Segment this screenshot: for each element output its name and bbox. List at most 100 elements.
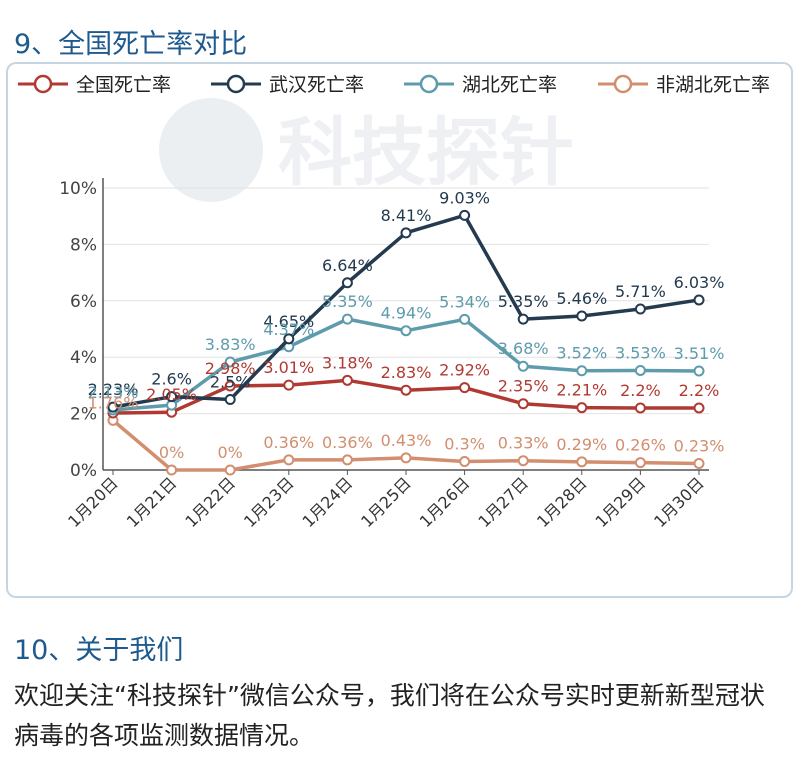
data-point — [400, 325, 412, 337]
about-title: 10、关于我们 — [14, 635, 184, 666]
data-label: 2.98% — [205, 359, 256, 378]
data-label: 5.35% — [498, 292, 549, 311]
data-label: 2.35% — [498, 377, 549, 396]
data-point — [341, 313, 353, 325]
data-label: 2.83% — [381, 363, 432, 382]
legend-label: 非湖北死亡率 — [656, 74, 770, 96]
data-label: 0.36% — [322, 433, 373, 452]
data-point — [166, 391, 178, 403]
data-label: 3.52% — [556, 344, 607, 363]
data-point — [517, 313, 529, 325]
legend: 全国死亡率 武汉死亡率 湖北死亡率 非湖北死亡率 — [18, 74, 770, 96]
data-point — [693, 402, 705, 414]
legend-entry: 武汉死亡率 — [211, 74, 364, 96]
data-point — [517, 398, 529, 410]
x-tick-label: 1月25日 — [357, 473, 415, 531]
data-point — [283, 454, 295, 466]
mortality-line-chart: 科技探针 全国死亡率 武汉死亡率 湖北死亡率 非湖北死亡率 0% 2% 4% 6% 8% 10%… — [18, 74, 770, 531]
data-point — [283, 333, 295, 345]
axes: 0%2%4%6%8%10%1月20日 1月21日 1月22日 1月23日 1月24日 1月… — [59, 178, 709, 531]
data-point — [400, 227, 412, 239]
data-label: 5.71% — [615, 282, 666, 301]
legend-entry: 全国死亡率 — [18, 74, 171, 96]
data-label: 0.3% — [444, 435, 485, 454]
data-point — [459, 209, 471, 221]
y-tick-label: 8% — [70, 235, 97, 255]
data-point — [634, 402, 646, 414]
x-tick-label: 1月20日 — [64, 473, 122, 531]
data-label: 5.34% — [439, 292, 490, 311]
data-point — [693, 294, 705, 306]
data-label: 4.37% — [263, 320, 314, 339]
data-label: 1.76% — [88, 393, 139, 412]
data-point — [341, 374, 353, 386]
x-tick-label: 1月29日 — [592, 473, 650, 531]
data-label: 0.23% — [674, 437, 725, 456]
data-point — [634, 303, 646, 315]
data-label: 0.43% — [381, 431, 432, 450]
data-point — [459, 313, 471, 325]
data-label: 9.03% — [439, 188, 490, 207]
data-point — [107, 401, 119, 413]
legend-marker-icon — [613, 74, 633, 94]
about-text: 欢迎关注“科技探针”微信公众号，我们将在公众号实时更新新型冠状病毒的各项监测数据… — [14, 681, 765, 750]
data-point — [400, 384, 412, 396]
watermark-logo-icon — [159, 98, 263, 202]
data-label: 5.35% — [322, 292, 373, 311]
data-point — [224, 394, 236, 405]
data-point — [341, 277, 353, 289]
y-tick-label: 2% — [70, 405, 97, 425]
data-point — [283, 379, 295, 391]
data-label: 3.51% — [674, 344, 725, 363]
data-point — [693, 458, 705, 470]
data-point — [459, 456, 471, 468]
data-label: 5.46% — [556, 289, 607, 308]
data-label: 2.2% — [679, 381, 720, 400]
data-point — [224, 464, 236, 476]
data-label: 0.26% — [615, 436, 666, 455]
data-point — [400, 452, 412, 464]
legend-label: 武汉死亡率 — [269, 74, 364, 96]
x-tick-label: 1月28日 — [533, 473, 591, 531]
data-label: 4.94% — [381, 304, 432, 323]
series-lines — [107, 209, 705, 476]
x-tick-label: 1月26日 — [416, 473, 474, 531]
x-tick-label: 1月21日 — [123, 473, 181, 531]
data-point — [517, 455, 529, 467]
x-tick-label: 1月24日 — [299, 473, 357, 531]
data-label: 6.03% — [674, 273, 725, 292]
data-point — [166, 464, 178, 476]
data-label: 4.65% — [263, 312, 314, 331]
x-tick-label: 1月30日 — [650, 473, 708, 531]
section-title: 9、全国死亡率对比 — [14, 29, 248, 60]
data-label: 0.33% — [498, 434, 549, 453]
mortality-chart-card: 科技探针 全国死亡率 武汉死亡率 湖北死亡率 非湖北死亡率 0% 2% 4% 6% 8% 10%… — [6, 62, 793, 598]
data-point — [459, 382, 471, 394]
data-label: 2.13% — [88, 383, 139, 402]
data-point — [634, 457, 646, 469]
data-label: 3.18% — [322, 353, 373, 372]
legend-label: 全国死亡率 — [76, 74, 171, 96]
data-label: 0% — [159, 443, 184, 462]
data-point — [634, 364, 646, 376]
x-tick-label: 1月23日 — [240, 473, 298, 531]
data-point — [224, 356, 236, 368]
y-tick-label: 4% — [70, 348, 97, 368]
data-label: 2.92% — [439, 361, 490, 380]
data-label: 2.21% — [556, 381, 607, 400]
data-point — [576, 402, 588, 414]
data-point — [576, 365, 588, 377]
data-point — [224, 380, 236, 392]
data-label: 2.2% — [620, 381, 661, 400]
legend-marker-icon — [33, 74, 53, 94]
data-point — [693, 365, 705, 377]
data-label: 2.05% — [146, 385, 197, 404]
data-point — [517, 360, 529, 372]
watermark-text: 科技探针 — [278, 110, 574, 196]
y-tick-label: 6% — [70, 292, 97, 312]
data-label: 8.41% — [381, 206, 432, 225]
watermark: 科技探针 — [159, 98, 574, 202]
data-label: 3.68% — [498, 339, 549, 358]
data-label: 6.64% — [322, 256, 373, 275]
data-label: 2.6% — [151, 370, 192, 389]
